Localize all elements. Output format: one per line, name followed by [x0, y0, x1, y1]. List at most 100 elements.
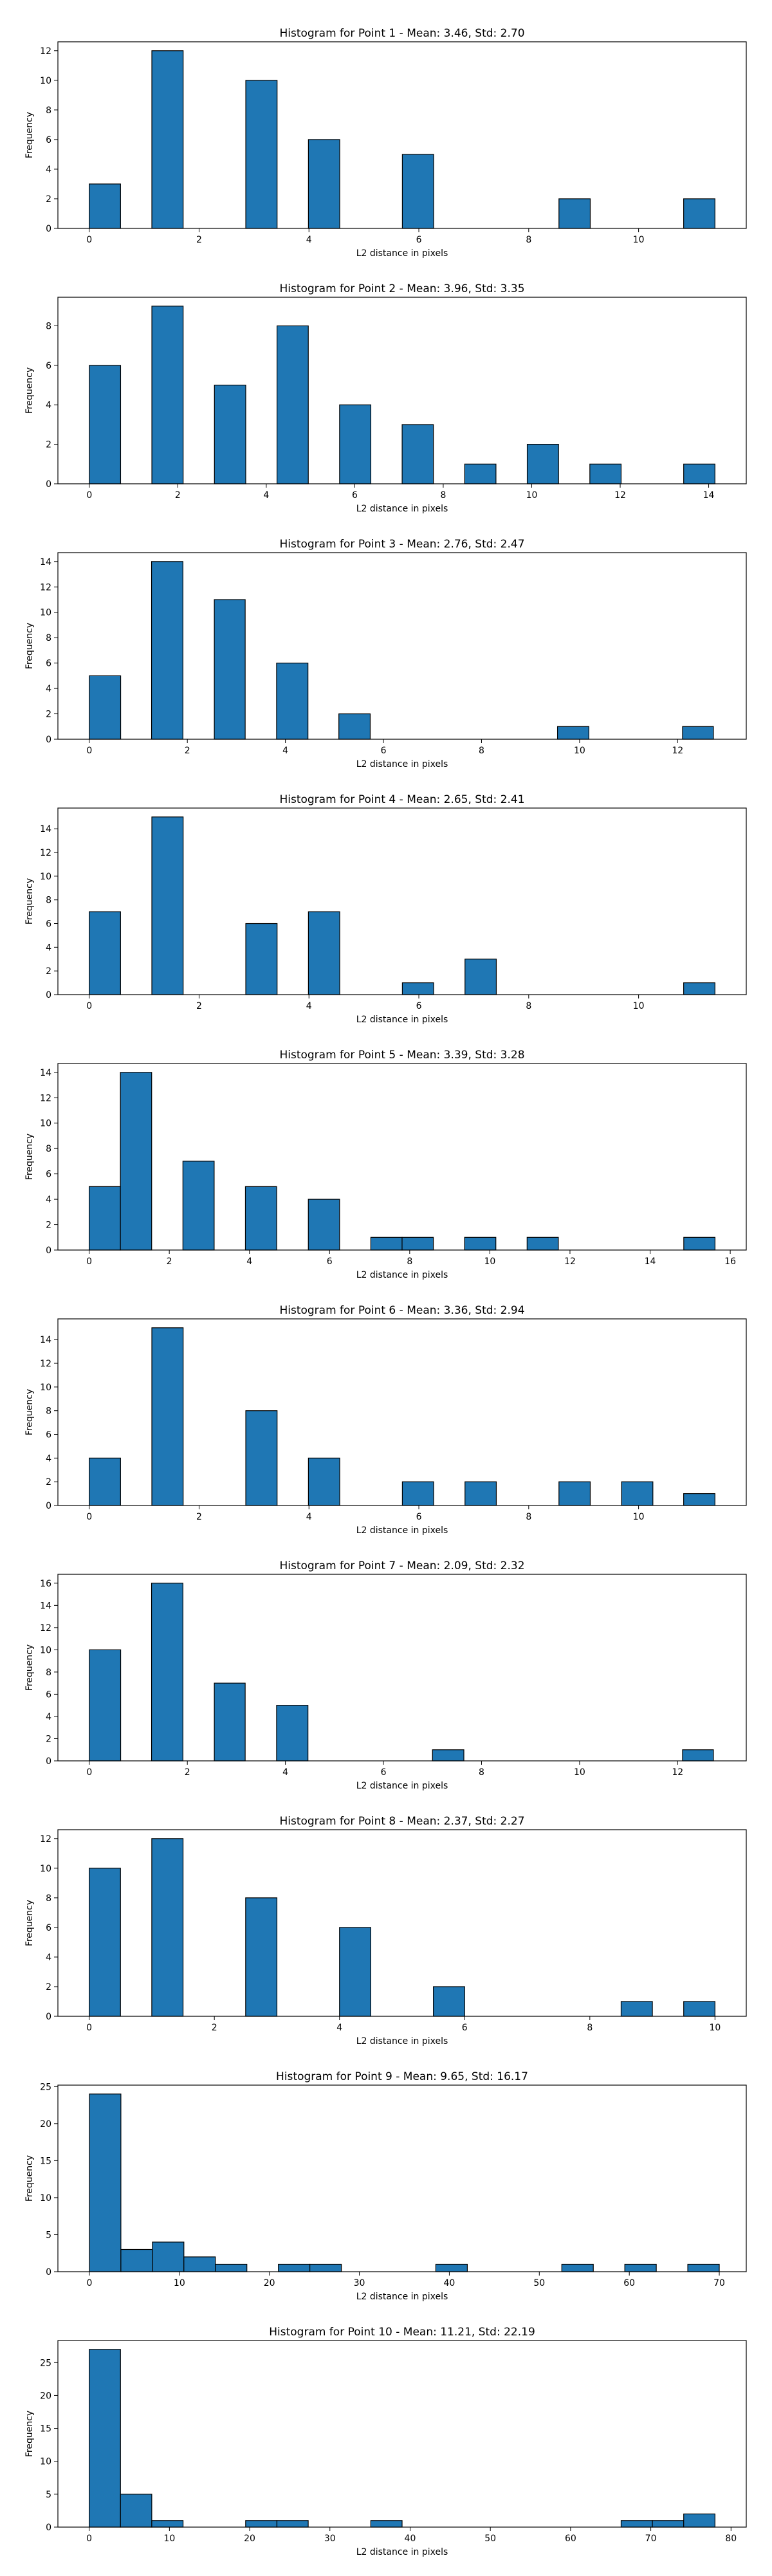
x-tick-label: 14: [703, 490, 715, 501]
y-tick-label: 0: [46, 1246, 51, 1256]
histogram-1: Histogram for Point 1 - Mean: 3.46, Std:…: [24, 27, 747, 259]
histogram-bar: [401, 1481, 434, 1506]
histogram-bar: [683, 2513, 715, 2528]
histogram-9: Histogram for Point 9 - Mean: 9.65, Std:…: [24, 2070, 747, 2302]
x-tick-label: 10: [633, 235, 645, 245]
axes-frame: [57, 1063, 747, 1251]
y-tick-label: 14: [40, 1068, 51, 1078]
histogram-bar: [401, 1237, 434, 1251]
x-tick-label: 12: [614, 490, 626, 501]
axes-frame: [57, 552, 747, 740]
x-axis-label: L2 distance in pixels: [356, 1015, 448, 1025]
y-tick-label: 25: [40, 2358, 51, 2368]
y-tick-label: 0: [46, 224, 51, 234]
y-tick-label: 4: [46, 1453, 51, 1464]
x-tick-label: 2: [196, 1512, 202, 1522]
histogram-bar: [683, 982, 715, 995]
chart-title: Histogram for Point 2 - Mean: 3.96, Std:…: [279, 282, 524, 295]
x-axis-label: L2 distance in pixels: [356, 1781, 448, 1791]
x-tick-label: 2: [175, 490, 181, 501]
x-tick-label: 8: [526, 1001, 531, 1011]
y-tick-label: 4: [46, 400, 51, 410]
x-tick-label: 6: [416, 1512, 422, 1522]
histogram-bar: [151, 561, 183, 740]
y-tick-label: 14: [40, 1335, 51, 1345]
y-tick-label: 2: [46, 1734, 51, 1744]
histogram-bar: [624, 2263, 657, 2272]
histogram-bar: [89, 183, 121, 229]
y-tick-label: 0: [46, 990, 51, 1000]
x-tick-label: 4: [282, 1767, 288, 1778]
x-tick-label: 20: [244, 2534, 255, 2544]
x-tick-label: 0: [86, 490, 92, 501]
histogram-bar: [89, 2093, 122, 2272]
histogram-3: Histogram for Point 3 - Mean: 2.76, Std:…: [24, 538, 747, 769]
x-axis-label: L2 distance in pixels: [356, 2547, 448, 2557]
x-tick-label: 0: [86, 2534, 92, 2544]
y-tick-label: 0: [46, 2012, 51, 2022]
chart-title: Histogram for Point 4 - Mean: 2.65, Std:…: [279, 793, 524, 806]
chart-title: Histogram for Point 5 - Mean: 3.39, Std:…: [279, 1049, 524, 1062]
histogram-bar: [308, 1199, 340, 1251]
histogram-bar: [682, 1749, 714, 1762]
axes-frame: [57, 2340, 747, 2528]
y-tick-label: 2: [46, 966, 51, 977]
histogram-bar: [152, 2241, 185, 2272]
x-tick-label: 70: [713, 2278, 725, 2288]
y-tick-label: 10: [40, 2457, 51, 2467]
chart-title: Histogram for Point 10 - Mean: 11.21, St…: [269, 2326, 535, 2339]
histogram-bar: [652, 2520, 685, 2528]
x-axis-label: L2 distance in pixels: [356, 2036, 448, 2047]
y-tick-label: 25: [40, 2082, 51, 2092]
y-tick-label: 12: [40, 582, 51, 593]
x-tick-label: 14: [645, 1256, 656, 1267]
histogram-bar: [401, 424, 434, 484]
histogram-bar: [245, 1897, 278, 2017]
histogram-bar: [120, 2494, 152, 2528]
axes-frame: [57, 297, 747, 484]
histogram-bar: [151, 2520, 184, 2528]
histogram-bar: [151, 50, 184, 229]
y-tick-label: 6: [46, 1923, 51, 1933]
x-tick-label: 12: [672, 746, 683, 756]
x-tick-label: 2: [167, 1256, 172, 1267]
histogram-bar: [433, 1986, 465, 2017]
histogram-bar: [276, 325, 309, 484]
histogram-bar: [620, 2001, 653, 2017]
histogram-bar: [89, 1868, 121, 2017]
histogram-bar: [214, 599, 246, 740]
histogram-bar: [151, 1327, 184, 1506]
histogram-bar: [526, 444, 559, 484]
histogram-bar: [339, 404, 372, 484]
y-axis-label: Frequency: [24, 1134, 35, 1180]
x-tick-label: 2: [185, 1767, 190, 1778]
histogram-bar: [214, 384, 246, 484]
axes-frame: [57, 1574, 747, 1762]
histogram-bar: [683, 463, 715, 484]
histogram-bar: [370, 1237, 403, 1251]
histogram-bar: [308, 1457, 340, 1506]
histogram-bar: [89, 365, 122, 484]
histogram-bar: [308, 139, 340, 229]
x-axis-label: L2 distance in pixels: [356, 248, 448, 259]
histogram-bar: [401, 982, 434, 995]
histogram-bar: [683, 1493, 715, 1506]
x-tick-label: 40: [444, 2278, 455, 2288]
x-tick-label: 6: [381, 1767, 387, 1778]
histogram-bar: [309, 2263, 342, 2272]
x-tick-label: 0: [86, 746, 92, 756]
x-tick-label: 60: [565, 2534, 576, 2544]
y-axis-label: Frequency: [24, 367, 35, 414]
x-tick-label: 8: [407, 1256, 412, 1267]
histogram-bar: [339, 1927, 371, 2017]
histogram-5: Histogram for Point 5 - Mean: 3.39, Std:…: [24, 1049, 747, 1280]
y-axis-label: Frequency: [24, 1644, 35, 1691]
histogram-10: Histogram for Point 10 - Mean: 11.21, St…: [24, 2326, 747, 2557]
x-tick-label: 6: [327, 1256, 333, 1267]
x-tick-label: 8: [479, 746, 484, 756]
x-tick-label: 10: [709, 2023, 721, 2033]
y-tick-label: 8: [46, 321, 51, 331]
y-tick-label: 10: [40, 76, 51, 86]
x-tick-label: 2: [196, 1001, 202, 1011]
histogram-bar: [151, 816, 184, 995]
